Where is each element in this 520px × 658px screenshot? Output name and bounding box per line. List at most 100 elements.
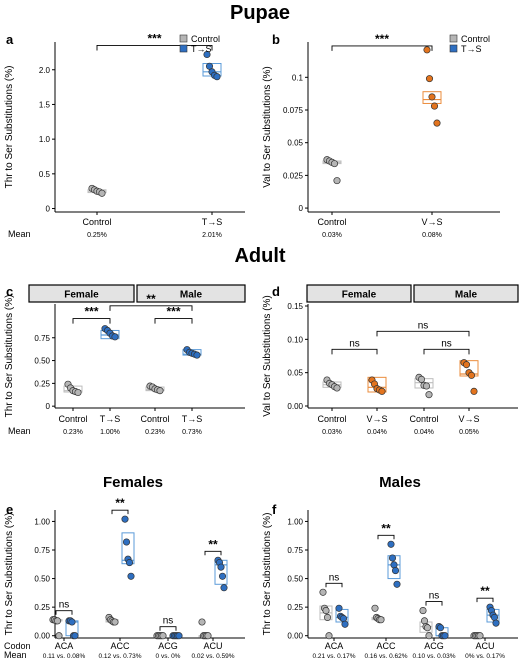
mean-value: 0.12 vs. 0.73% [99, 653, 142, 658]
significance-label: ns [163, 616, 174, 627]
data-point [436, 624, 445, 632]
y-tick-label: 0.025 [283, 171, 304, 180]
y-axis-label: Thr to Ser Substitutions (%) [4, 66, 15, 189]
data-point [98, 189, 106, 197]
significance-bracket [325, 582, 343, 588]
codon-label: ACG [158, 641, 178, 651]
significance-bracket [377, 534, 395, 540]
mean-value: 0.04% [414, 429, 434, 436]
data-point [393, 580, 401, 588]
data-point [377, 616, 385, 624]
y-tick-label: 0.00 [287, 402, 303, 411]
significance-label: ns [429, 591, 440, 602]
y-tick-label: 1.0 [39, 135, 51, 144]
mean-value: 1.00% [100, 429, 120, 436]
data-point [422, 382, 431, 390]
significance-label: ** [208, 537, 218, 551]
x-tick-label: Control [317, 217, 346, 227]
y-tick-label: 0.05 [287, 139, 303, 148]
y-tick-label: 0.75 [34, 334, 50, 343]
mean-value: 0.05% [459, 429, 479, 436]
codon-label: ACC [376, 641, 396, 651]
facet-strip-label: Female [342, 290, 377, 301]
x-tick-label: Control [58, 414, 87, 424]
significance-label: ns [59, 600, 70, 611]
box [422, 91, 442, 104]
significance-bracket [96, 45, 213, 51]
y-tick-label: 0 [299, 204, 304, 213]
y-tick-label: 0.50 [34, 575, 50, 584]
panel-d: Female Male 0.00 0.05 0.10 0.15 Val to Ser Sub… [262, 284, 519, 436]
significance-bracket [72, 318, 111, 324]
data-point [423, 46, 431, 54]
significance-label: *** [147, 31, 161, 45]
mean-value: 0.16 vs. 0.62% [365, 653, 408, 658]
data-point [333, 177, 341, 185]
data-point [213, 73, 221, 81]
significance-label: ** [480, 584, 490, 598]
x-tick-label: Control [82, 217, 111, 227]
significance-label: ** [115, 496, 125, 510]
data-point [470, 387, 478, 395]
y-axis-label: Thr to Ser Substitutions (%) [4, 513, 15, 636]
significance-bracket [425, 601, 443, 606]
y-tick-label: 0 [46, 205, 51, 214]
significance-bracket [331, 348, 378, 355]
data-point [420, 617, 429, 625]
y-tick-label: 0.25 [34, 379, 50, 388]
mean-value: 0.25% [87, 232, 107, 239]
significance-label: ** [146, 292, 156, 306]
significance-bracket [331, 45, 433, 51]
y-axis-label: Thr to Ser Substitutions (%) [4, 295, 15, 418]
legend-label: T→S [461, 44, 482, 54]
mean-value: 0.23% [63, 429, 83, 436]
data-point [428, 93, 436, 101]
y-tick-label: 0.50 [34, 357, 50, 366]
legend-label: T→S [191, 44, 212, 54]
data-point [71, 632, 79, 640]
x-tick-label: V→S [458, 414, 479, 424]
x-tick-label: V→S [421, 217, 442, 227]
significance-label: *** [375, 32, 389, 46]
y-tick-label: 0.50 [287, 575, 303, 584]
significance-label: ns [418, 320, 429, 331]
codon-label: ACA [55, 641, 74, 651]
panel-letter-f: f [272, 502, 277, 517]
facet-strip-label: Male [180, 290, 203, 301]
mean-value: 0.02 vs. 0.59% [192, 653, 235, 658]
significance-bracket [154, 318, 193, 324]
data-point [492, 619, 500, 627]
mean-value: 0 vs. 0% [156, 653, 181, 658]
y-tick-label: 0.5 [39, 170, 51, 179]
data-point [204, 632, 212, 640]
x-tick-label: Control [317, 414, 346, 424]
x-tick-label: Control [140, 414, 169, 424]
mean-value: 2.01% [202, 232, 222, 239]
data-point [330, 160, 339, 168]
data-point [387, 540, 395, 548]
data-point [425, 75, 434, 83]
y-tick-label: 0.15 [287, 302, 303, 311]
x-tick-label: T→S [182, 414, 203, 424]
data-point [490, 613, 499, 621]
panel-b: 0 0.025 0.05 0.075 0.1 Val to Ser Substitutio… [262, 32, 500, 239]
y-tick-label: 0.10 [287, 335, 303, 344]
significance-label: *** [84, 305, 98, 319]
mean-value: 0.08% [422, 232, 442, 239]
data-point [441, 632, 449, 640]
data-point [53, 617, 62, 625]
data-point [127, 572, 135, 580]
significance-bracket [376, 330, 470, 337]
data-point [339, 615, 348, 623]
significance-bracket [159, 626, 177, 631]
significance-bracket [111, 509, 129, 515]
panel-letter-b: b [272, 32, 280, 47]
y-axis-label: Val to Ser Substitutions (%) [262, 66, 273, 188]
data-point [417, 375, 426, 383]
panel-a: 0 0.5 1.0 1.5 2.0 Thr to Ser Substitutions (%… [4, 31, 245, 239]
x-tick-label: V→S [366, 414, 387, 424]
mean-value: 0.23% [145, 429, 165, 436]
y-tick-label: 0.075 [283, 106, 304, 115]
y-tick-label: 1.5 [39, 100, 51, 109]
